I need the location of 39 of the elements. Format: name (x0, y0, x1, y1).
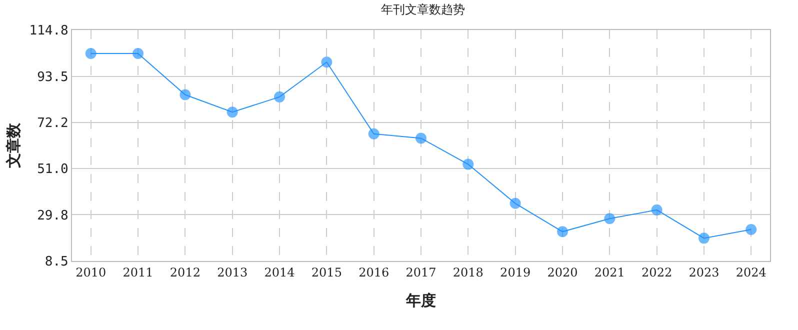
x-tick-label: 2017 (406, 265, 436, 280)
point (462, 158, 474, 170)
point (416, 132, 426, 144)
x-tick-label: 2022 (642, 265, 672, 280)
x-tick-label: 2024 (736, 265, 767, 280)
point (698, 232, 710, 244)
y-tick-label: 51.0 (37, 162, 68, 178)
point (746, 224, 757, 235)
x-tick-label: 2013 (217, 265, 248, 280)
chart-title: 年刊文章数趋势 (380, 2, 465, 16)
x-tick-label: 2023 (688, 265, 720, 280)
x-tick-label: 2015 (311, 265, 342, 280)
x-tick-label: 2018 (452, 265, 484, 280)
y-tick-label: 114.8 (29, 24, 68, 39)
point (226, 106, 238, 118)
y-tick-label: 8.5 (44, 254, 68, 270)
point (556, 226, 568, 238)
y-axis-title: 文章数 (4, 122, 23, 169)
x-tick-label: 2016 (358, 265, 390, 280)
point (321, 56, 332, 68)
point (651, 204, 662, 216)
x-tick-label: 2011 (122, 265, 154, 280)
point (180, 89, 191, 100)
y-tick-label: 29.8 (37, 208, 68, 224)
point (132, 48, 144, 59)
x-tick-label: 2020 (547, 265, 578, 280)
x-axis-title: 年度 (405, 291, 436, 310)
y-tick-label: 93.5 (37, 70, 68, 85)
point (604, 213, 616, 224)
point (85, 48, 96, 59)
x-tick-label: 2012 (170, 265, 200, 280)
y-tick-label: 72.2 (37, 116, 68, 132)
x-tick-label: 2014 (264, 265, 296, 280)
x-tick-label: 2019 (500, 265, 531, 280)
x-tick-label: 2021 (594, 265, 625, 280)
point (274, 91, 286, 102)
point (510, 198, 521, 209)
x-tick-label: 2010 (76, 265, 106, 280)
point (368, 128, 380, 140)
